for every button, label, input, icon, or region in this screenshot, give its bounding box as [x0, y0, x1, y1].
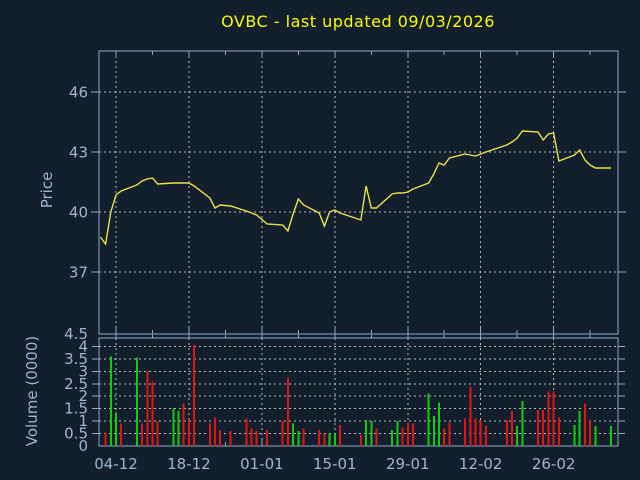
volume-bar [172, 408, 175, 446]
tick-marks [91, 51, 626, 446]
price-series-line [99, 130, 611, 246]
volume-bar [552, 391, 555, 446]
tick-label: 4 [78, 337, 88, 355]
volume-bar [245, 418, 248, 446]
tick-label: 29-01 [386, 455, 430, 473]
volume-bar [213, 417, 216, 446]
volume-bar [359, 434, 362, 446]
tick-label: 18-12 [167, 455, 211, 473]
volume-bar [318, 429, 321, 446]
volume-bar [516, 426, 519, 446]
volume-bar [578, 411, 581, 446]
tick-label: 3 [78, 362, 88, 380]
volume-bar [484, 426, 487, 446]
volume-bar [510, 411, 513, 446]
volume-bar [375, 428, 378, 446]
volume-bar [370, 421, 373, 446]
tick-label: 2.5 [64, 375, 88, 393]
tick-label: 46 [69, 84, 88, 102]
volume-bar [266, 429, 269, 446]
volume-bar [151, 381, 154, 446]
volume-bar [302, 428, 305, 446]
panel-frames [98, 50, 619, 447]
tick-label: 43 [69, 144, 88, 162]
x-axis-date-labels: 04-12 18-12 01-01 15-01 29-01 12-02 26-02 [94, 455, 575, 473]
volume-bar [177, 411, 180, 446]
tick-label: 4.5 [64, 325, 88, 343]
volume-bar [135, 357, 138, 446]
volume-ytick-labels: 00.511.522.533.544.5 [64, 325, 88, 455]
volume-bar [255, 431, 258, 446]
volume-bar [464, 418, 467, 446]
volume-bar [547, 391, 550, 446]
tick-label: 37 [69, 264, 88, 282]
volume-bar [229, 431, 232, 446]
gridlines [99, 51, 618, 446]
tick-label: 1.5 [64, 400, 88, 418]
price-line [99, 130, 611, 246]
volume-bar [323, 433, 326, 446]
volume-bar [146, 371, 149, 446]
tick-label: 0 [78, 437, 88, 455]
tick-label: 04-12 [94, 455, 138, 473]
volume-bar [557, 417, 560, 446]
volume-bar [250, 428, 253, 446]
volume-bar [438, 402, 441, 446]
volume-bar [411, 423, 414, 446]
tick-label: 26-02 [532, 455, 576, 473]
volume-bar [479, 419, 482, 446]
volume-bar [187, 419, 190, 446]
volume-bar [521, 401, 524, 446]
tick-label: 1 [78, 412, 88, 430]
volume-bar [505, 419, 508, 446]
price-ytick-labels: 37 40 43 46 [69, 84, 88, 282]
tick-label: 40 [69, 204, 88, 222]
volume-bar [141, 423, 144, 446]
chart-title: OVBC - last updated 09/03/2026 [221, 12, 495, 31]
volume-bar [391, 429, 394, 446]
volume-bar [537, 409, 540, 446]
volume-bar [406, 423, 409, 446]
volume-bar [292, 423, 295, 446]
volume-bar [115, 412, 117, 446]
volume-bars [104, 345, 612, 446]
volume-bar [156, 421, 159, 446]
volume-bar [401, 427, 404, 446]
volume-bar [104, 432, 107, 446]
volume-bar [208, 423, 211, 446]
volume-bar [448, 422, 451, 446]
volume-bar [542, 409, 545, 446]
volume-bar [396, 421, 399, 446]
volume-bar [219, 429, 222, 446]
volume-bar [589, 419, 592, 446]
volume-bar [432, 416, 435, 446]
volume-bar [427, 393, 430, 446]
tick-label: 12-02 [459, 455, 503, 473]
tick-label: 2 [78, 387, 88, 405]
volume-bar [333, 433, 336, 446]
volume-bar [339, 424, 342, 446]
volume-bar [443, 428, 446, 446]
volume-bar [120, 423, 123, 446]
volume-bar [182, 403, 185, 446]
volume-bar [193, 345, 196, 446]
tick-label: 01-01 [240, 455, 284, 473]
volume-bar [281, 421, 284, 446]
volume-bar [474, 418, 477, 446]
volume-bar [286, 377, 289, 446]
volume-bar [573, 424, 576, 446]
volume-bar [109, 356, 112, 446]
volume-bar [609, 426, 612, 446]
volume-bar [328, 433, 331, 446]
volume-bar [297, 431, 300, 446]
tick-label: 15-01 [313, 455, 357, 473]
tick-label: 0.5 [64, 425, 88, 443]
volume-bar [469, 386, 472, 446]
tick-label: 3.5 [64, 350, 88, 368]
volume-bar [365, 419, 368, 446]
volume-bar [583, 403, 586, 446]
volume-bar [594, 426, 597, 446]
